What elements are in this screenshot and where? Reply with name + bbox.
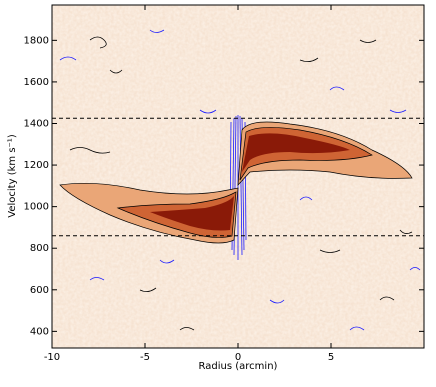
- x-tick-label: 5: [328, 352, 334, 363]
- y-tick-label: 1800: [24, 35, 49, 46]
- x-tick-label: -10: [44, 352, 60, 363]
- y-tick-label: 1400: [24, 118, 49, 129]
- x-axis-label: Radius (arcmin): [199, 361, 278, 372]
- plot-area: [52, 5, 424, 348]
- y-tick-label: 400: [30, 326, 49, 337]
- y-tick-label: 600: [30, 285, 49, 296]
- y-tick-label: 1600: [24, 77, 49, 88]
- x-tick-label: -5: [140, 352, 150, 363]
- y-tick-label: 800: [30, 243, 49, 254]
- y-axis-label: Velocity (km s⁻¹): [7, 134, 18, 218]
- y-tick-label: 1200: [24, 160, 49, 171]
- emission: [59, 121, 413, 244]
- y-tick-label: 1000: [24, 202, 49, 213]
- faint-contours: [69, 36, 413, 331]
- x-tick-label: 0: [235, 352, 241, 363]
